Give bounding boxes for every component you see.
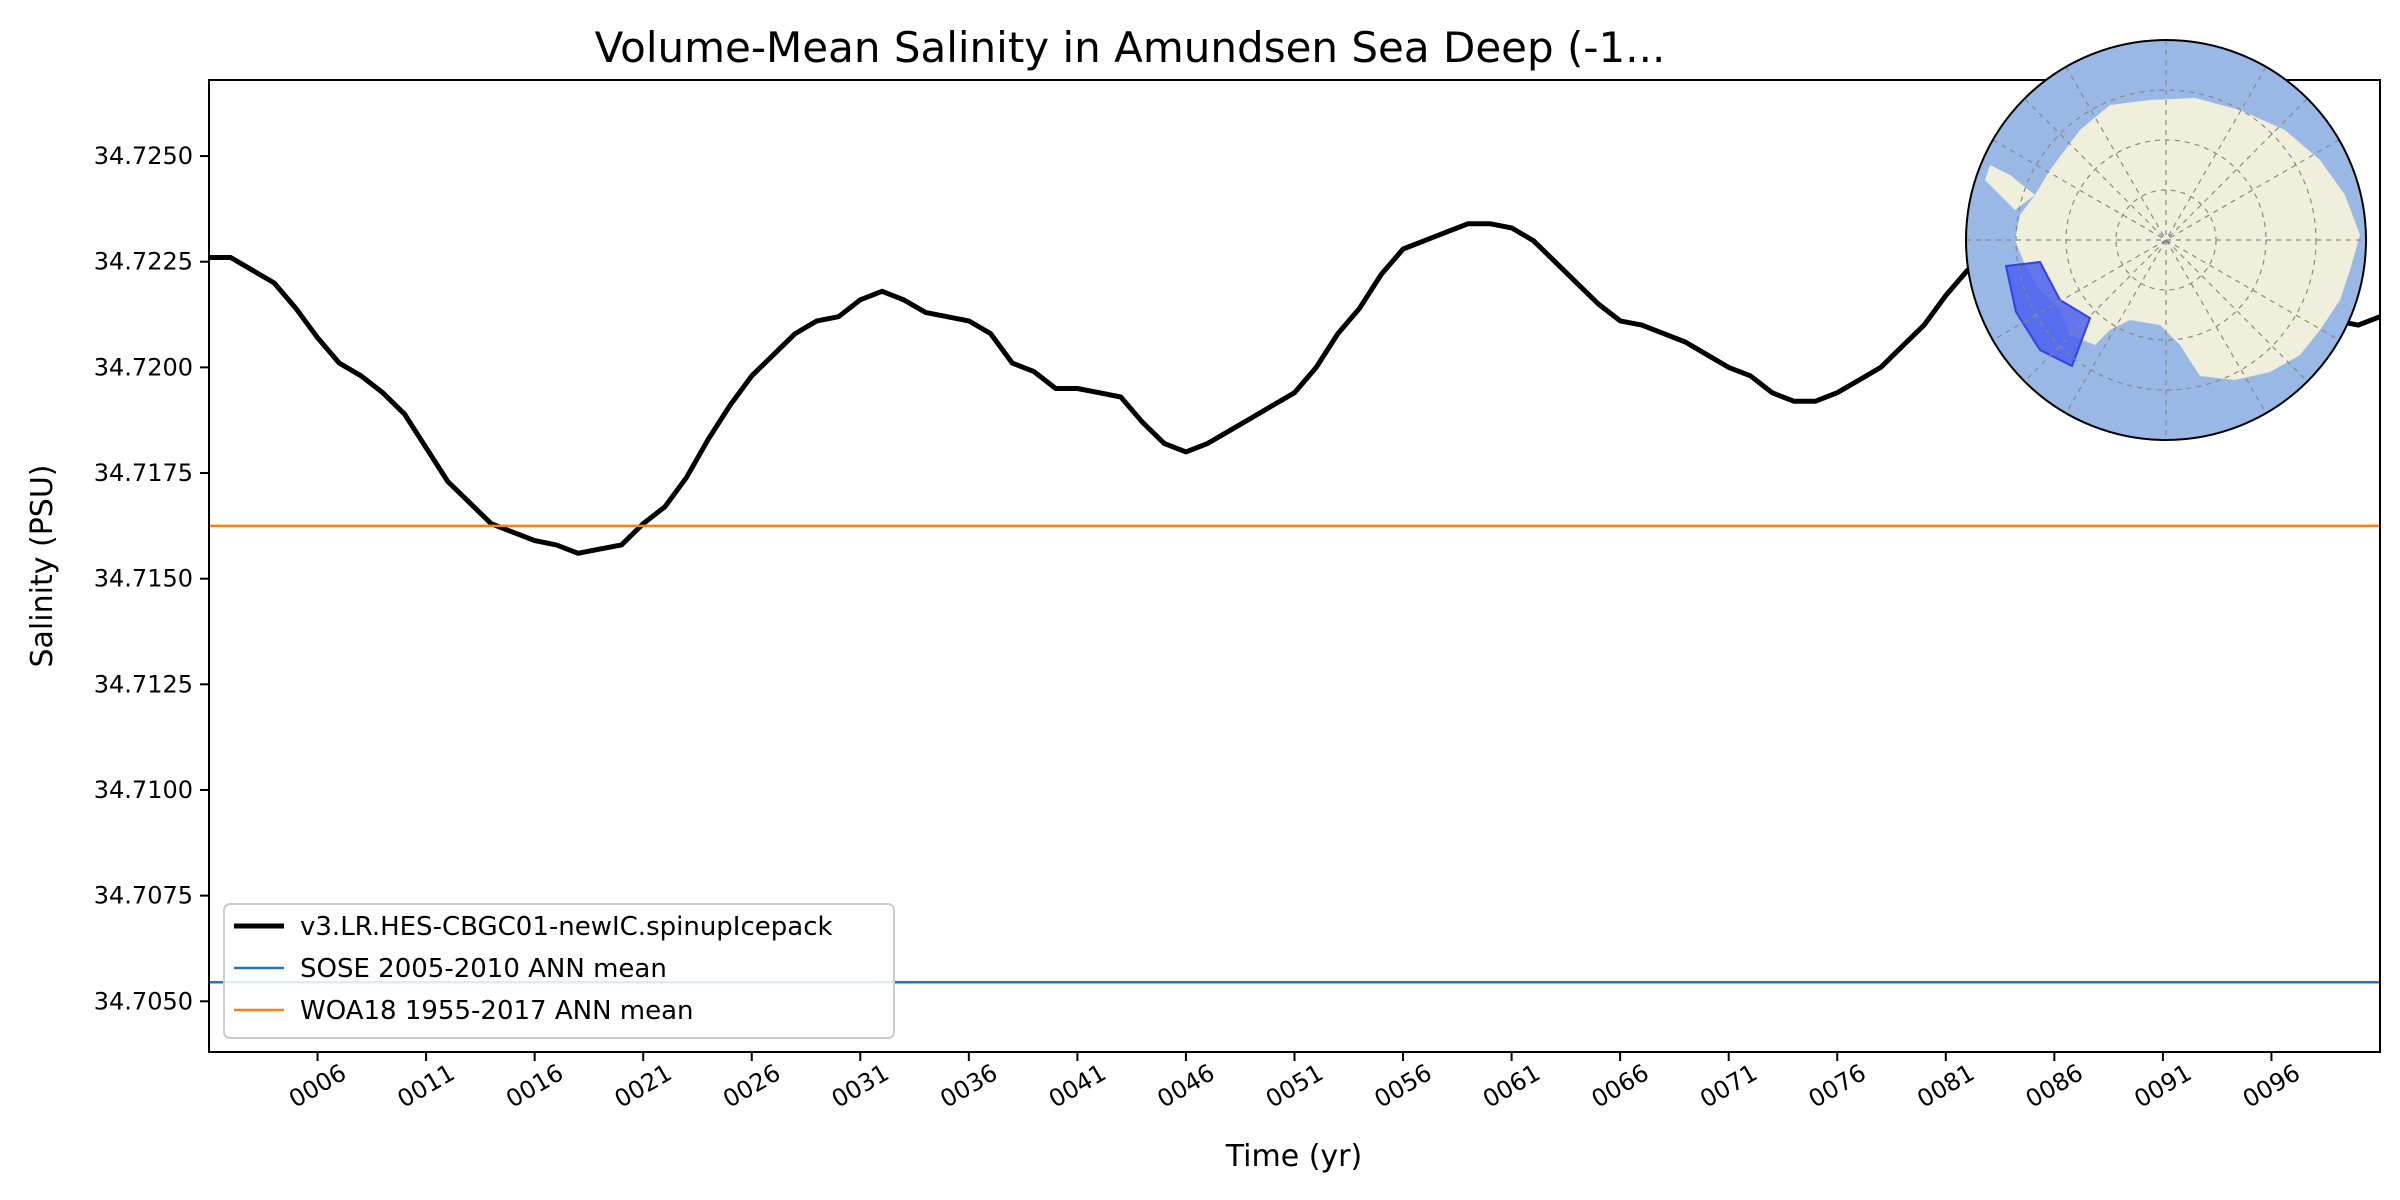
x-tick-label: 0056 bbox=[1370, 1059, 1437, 1114]
chart-title: Volume-Mean Salinity in Amundsen Sea Dee… bbox=[595, 23, 1666, 72]
y-tick-label: 34.7175 bbox=[94, 459, 193, 487]
legend-label-2: SOSE 2005-2010 ANN mean bbox=[300, 954, 667, 984]
x-tick-label: 0051 bbox=[1261, 1059, 1328, 1114]
antarctica-landmass bbox=[2015, 98, 2360, 380]
x-tick-label: 0096 bbox=[2238, 1059, 2305, 1114]
y-axis: 34.7050 34.7075 34.7100 34.7125 34.7150 34.71… bbox=[94, 142, 209, 1015]
x-tick-label: 0071 bbox=[1695, 1059, 1762, 1114]
x-tick-label: 0031 bbox=[827, 1059, 894, 1114]
x-tick-label: 0091 bbox=[2129, 1059, 2196, 1114]
y-tick-label: 34.7100 bbox=[94, 776, 193, 804]
x-tick-label: 0011 bbox=[393, 1059, 460, 1114]
y-tick-label: 34.7250 bbox=[94, 142, 193, 170]
y-tick-label: 34.7075 bbox=[94, 882, 193, 910]
y-tick-label: 34.7150 bbox=[94, 565, 193, 593]
legend-label-3: WOA18 1955-2017 ANN mean bbox=[300, 996, 694, 1026]
antarctic-peninsula bbox=[1985, 165, 2035, 210]
x-tick-label: 0066 bbox=[1587, 1059, 1654, 1114]
legend: v3.LR.HES-CBGC01-newIC.spinupIcepack SOSE… bbox=[223, 903, 895, 1039]
x-tick-label: 0061 bbox=[1478, 1059, 1545, 1114]
x-tick-label: 0036 bbox=[935, 1059, 1002, 1114]
x-tick-label: 0006 bbox=[284, 1059, 351, 1114]
x-tick-label: 0016 bbox=[501, 1059, 568, 1114]
legend-box bbox=[223, 903, 895, 1039]
x-axis: 0006 0011 0016 0021 0026 0031 0036 0041 0046 0051… bbox=[284, 1052, 2305, 1113]
x-tick-label: 0046 bbox=[1153, 1059, 1220, 1114]
antarctica-inset-map bbox=[1965, 39, 2367, 441]
amundsen-sea-region bbox=[2004, 260, 2092, 368]
map-border bbox=[1965, 39, 2367, 441]
x-tick-label: 0041 bbox=[1044, 1059, 1111, 1114]
x-tick-label: 0081 bbox=[1912, 1059, 1979, 1114]
legend-label-1: v3.LR.HES-CBGC01-newIC.spinupIcepack bbox=[300, 912, 833, 942]
x-tick-label: 0076 bbox=[1804, 1059, 1871, 1114]
y-tick-label: 34.7225 bbox=[94, 248, 193, 276]
x-tick-label: 0026 bbox=[718, 1059, 785, 1114]
y-tick-label: 34.7125 bbox=[94, 670, 193, 698]
x-tick-label: 0021 bbox=[610, 1059, 677, 1114]
y-tick-label: 34.7050 bbox=[94, 987, 193, 1015]
x-axis-label: Time (yr) bbox=[1225, 1139, 1362, 1174]
y-axis-label: Salinity (PSU) bbox=[25, 465, 60, 668]
y-tick-label: 34.7200 bbox=[94, 353, 193, 381]
map-graticule bbox=[1966, 40, 2366, 440]
x-tick-label: 0086 bbox=[2021, 1059, 2088, 1114]
